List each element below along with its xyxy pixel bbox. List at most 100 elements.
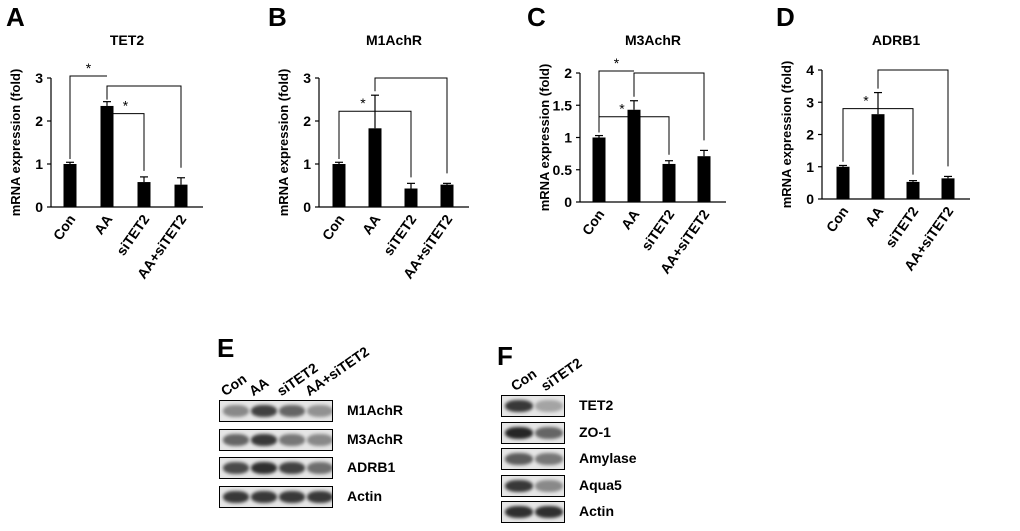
protein-label: ADRB1 [347,459,396,475]
blot-band [223,433,249,446]
blot-band [223,490,249,503]
significance-bracket [598,70,634,133]
y-axis-label: mRNA expression (fold) [537,64,552,212]
chart-m3achr: M3AchR mRNA expression (fold) 0 0.5 1 1.5 2 Con… [537,32,726,277]
y-tick-label: 2 [564,65,572,81]
y-axis-label: mRNA expression (fold) [8,69,23,217]
y-tick-label: 1.5 [553,97,573,113]
chart-title: ADRB1 [872,32,920,48]
bar [404,188,418,207]
significance-star: * [863,93,869,109]
significance-star: * [86,60,92,76]
y-tick-label: 3 [35,70,43,86]
bar [440,184,454,207]
significance-bracket [877,69,949,167]
x-tick-label: Con [50,212,79,243]
y-tick-label: 2 [303,113,311,129]
blot-band [251,433,277,446]
protein-label: TET2 [579,397,614,413]
blot-strip [501,474,565,497]
blot-strip [219,428,333,451]
blot-strip [501,448,565,470]
significance-bracket [106,85,182,168]
y-tick-label: 1 [35,156,43,172]
blot-band [223,405,249,418]
y-tick-label: 0 [564,194,572,210]
blot-band [505,453,533,466]
significance-star: * [123,98,129,114]
bar [100,105,114,207]
x-tick-label: Con [823,204,852,235]
y-axis-label: mRNA expression (fold) [276,69,291,217]
protein-label: M3AchR [347,430,404,447]
bar [137,182,151,207]
significance-bracket [633,72,705,141]
protein-label: ZO-1 [579,423,611,440]
y-tick-label: 0.5 [553,162,573,178]
y-tick-label: 2 [35,113,43,129]
blot-strip [219,457,333,479]
chart-tet2: TET2 mRNA expression (fold) 0 1 2 3 Con AAsiTET… [8,32,203,282]
bar [592,137,606,202]
x-tick-label: AA [862,204,887,230]
panel-label-e: E [217,333,235,363]
x-tick-label: AA [359,212,384,238]
blot-strip [501,395,565,417]
blot-band [535,453,563,466]
y-tick-label: 0 [35,199,43,215]
blot-band [307,433,332,446]
panel-label-f: F [497,341,513,371]
protein-label: Actin [347,487,382,504]
panel-label-a: A [6,2,25,32]
y-tick-label: 3 [303,70,311,86]
blot-band [535,479,563,492]
x-tick-label: AA [618,207,643,233]
y-tick-label: 2 [806,127,814,143]
blot-band [535,400,563,413]
lane-label: siTET2 [537,354,585,394]
blot-band [251,490,277,503]
x-tick-label: AA [91,212,116,238]
significance-star: * [360,95,366,111]
bar [941,178,955,199]
bar [627,109,641,202]
y-tick-label: 3 [806,94,814,110]
panel-label-b: B [268,2,287,32]
chart-title: M3AchR [625,32,681,48]
x-tick-label: siTET2 [113,211,153,258]
blot-band [251,462,277,475]
blot-band [535,426,563,439]
bar [906,181,920,199]
protein-label: Amylase [579,450,637,466]
lane-label: AA [245,374,272,399]
blot-band [307,405,332,418]
blot-band [251,405,277,418]
y-tick-label: 0 [303,199,311,215]
chart-title: TET2 [110,32,144,48]
y-tick-label: 0 [806,191,814,207]
significance-star: * [614,55,620,71]
blot-band [505,506,533,519]
significance-bracket [338,110,412,178]
bar [332,164,346,207]
blot-band [307,490,332,503]
bar [871,114,885,199]
significance-bracket [842,108,914,175]
y-axis-label: mRNA expression (fold) [779,61,794,209]
blot-strip [501,501,565,523]
bar [174,184,188,207]
x-tick-label: Con [579,207,608,238]
bar [368,128,382,207]
blot-band [505,426,533,439]
blot-band [535,506,563,519]
blot-band [505,400,533,413]
panel-label-d: D [776,2,795,32]
y-tick-label: 1 [806,159,814,175]
y-tick-label: 1 [564,130,572,146]
blot-band [223,462,249,475]
blot-band [279,490,305,503]
chart-title: M1AchR [366,32,422,48]
